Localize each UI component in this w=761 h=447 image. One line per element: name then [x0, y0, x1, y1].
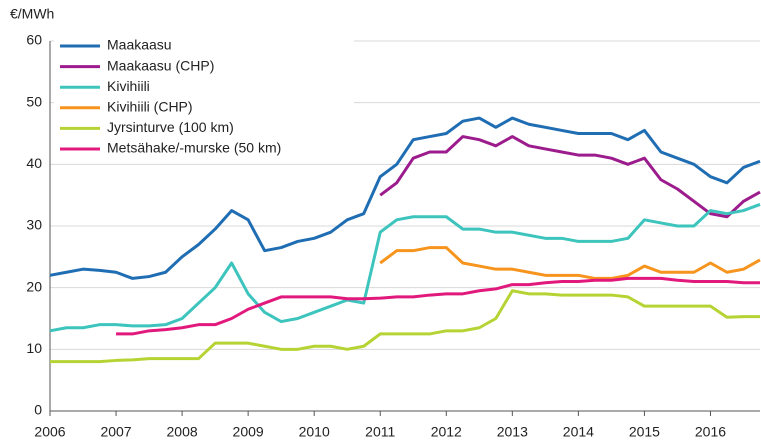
x-tick-label: 2006 — [34, 424, 65, 440]
x-tick-label: 2009 — [233, 424, 264, 440]
legend-label: Kivihiili (CHP) — [107, 99, 193, 115]
series-line — [379, 135, 761, 219]
y-tick-label: 50 — [26, 93, 42, 109]
x-tick-label: 2014 — [563, 424, 594, 440]
legend-label: Kivihiili — [107, 78, 150, 94]
series-line — [116, 276, 760, 336]
x-tick-label: 2015 — [629, 424, 660, 440]
legend-label: Jyrsinturve (100 km) — [107, 119, 234, 135]
x-tick-label: 2007 — [100, 424, 131, 440]
series-line — [49, 203, 761, 333]
series-line — [50, 289, 760, 364]
x-tick-label: 2013 — [497, 424, 528, 440]
y-axis-label: €/MWh — [10, 6, 54, 22]
x-tick-label: 2011 — [365, 424, 395, 440]
legend-label: Maakaasu (CHP) — [107, 57, 214, 73]
x-tick-label: 2008 — [167, 424, 198, 440]
x-tick-label: 2016 — [695, 424, 726, 440]
y-tick-label: 60 — [26, 32, 42, 48]
y-tick-label: 30 — [26, 217, 42, 233]
series-line — [49, 116, 761, 280]
y-tick-label: 20 — [26, 278, 42, 294]
legend-box — [54, 34, 354, 160]
y-tick-label: 40 — [26, 155, 42, 171]
x-tick-label: 2010 — [299, 424, 330, 440]
y-tick-label: 0 — [34, 402, 42, 418]
legend-label: Metsähake/-murske (50 km) — [107, 140, 281, 156]
series-line — [379, 246, 761, 280]
x-tick-label: 2012 — [431, 424, 462, 440]
y-tick-label: 10 — [26, 340, 42, 356]
legend-label: Maakaasu — [107, 37, 172, 53]
